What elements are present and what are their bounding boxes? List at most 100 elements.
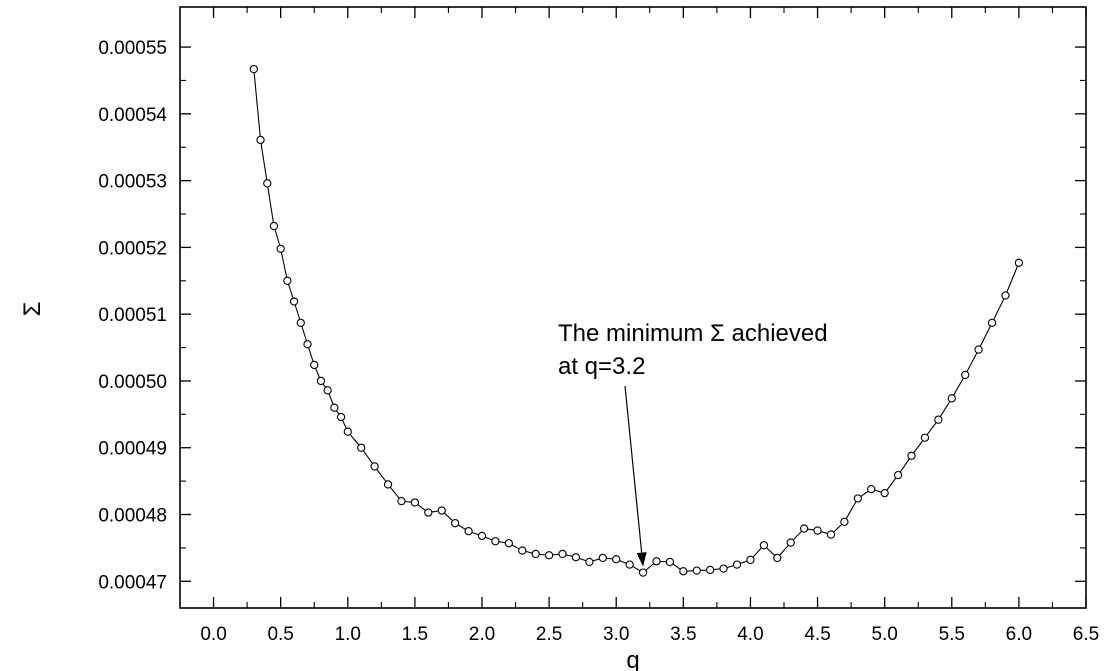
data-point [343,427,352,436]
y-tick-label: 0.00051 [98,305,167,326]
data-point [504,539,513,548]
data-point [907,451,916,460]
data-point [867,484,876,494]
data-point [544,551,554,560]
data-point [692,566,701,575]
data-point [732,560,742,569]
plot-frame [179,6,1087,609]
data-point [759,541,769,550]
data-point [598,553,607,563]
data-point [853,494,862,503]
data-point [531,549,540,559]
data-point [357,443,366,452]
x-tick-label: 0.0 [200,624,226,645]
data-point [679,567,688,576]
annotation: The minimum Σ achieved at q=3.2 [558,320,828,567]
y-axis-title: Σ [19,302,46,317]
data-point [840,517,849,527]
data-point [893,470,903,480]
data-point [974,345,983,354]
x-tick-label: 4.0 [737,624,763,645]
data-point [256,135,265,145]
data-point [451,519,460,528]
data-point [289,297,299,306]
data-point [706,565,715,575]
data-point [330,403,339,412]
y-tick-label: 0.00055 [98,38,167,59]
data-point [336,412,346,422]
series-group [249,64,1024,577]
data-point [310,360,319,370]
data-point [746,555,755,565]
y-tick-label: 0.00047 [98,572,167,593]
data-point [799,524,809,533]
data-point [880,488,889,498]
x-tick-label: 6.0 [1006,624,1032,645]
data-point [370,462,379,471]
x-tick-label: 2.0 [469,624,495,645]
y-tick-label: 0.00053 [98,172,167,193]
annotation-arrow-line [624,385,643,553]
data-point [491,537,500,546]
annotation-arrow-head [636,552,647,567]
data-point [316,376,326,386]
data-point [813,526,822,535]
data-point [424,508,433,517]
x-tick-label: 4.5 [804,624,830,645]
annotation-line-2: at q=3.2 [558,353,645,380]
data-point [410,498,420,507]
data-point [383,480,393,489]
data-point [612,555,621,564]
data-point [920,433,930,442]
data-point [276,244,285,253]
data-point [786,538,795,547]
data-point [323,386,332,395]
data-point [464,527,473,536]
y-axis-ticks: 0.00047 0.00048 0.00049 0.00050 0.00051 0.000… [98,38,1086,593]
y-tick-label: 0.00048 [98,506,167,527]
data-point [638,568,648,577]
data-point [397,497,406,506]
x-tick-label: 1.0 [335,624,361,645]
data-point [826,530,836,539]
y-tick-label: 0.00054 [98,105,167,126]
y-tick-label: 0.00052 [98,238,167,259]
data-point [477,531,487,541]
data-point [652,557,661,566]
data-point [303,340,312,349]
data-point [1001,291,1010,300]
data-point [269,221,279,231]
data-point [773,553,782,563]
y-tick-label: 0.00049 [98,439,167,460]
data-point [987,318,997,328]
data-point [625,560,634,569]
data-point [437,506,446,515]
x-tick-label: 3.5 [670,624,696,645]
data-point [558,549,567,559]
x-axis-ticks: 0.0 0.5 1.0 1.5 2.0 2.5 3.0 3.5 4.0 4.5 5.0 5.5 6.0 6… [200,7,1099,645]
data-point [571,553,581,562]
data-point [665,557,675,567]
data-point [249,64,258,74]
y-tick-label: 0.00050 [98,372,167,393]
data-point [947,394,956,403]
data-point [1014,258,1024,267]
data-point [263,179,272,188]
data-point [283,276,292,285]
data-point [585,557,594,567]
x-tick-label: 5.5 [939,624,965,645]
x-tick-label: 6.5 [1073,624,1099,645]
data-point [518,546,527,555]
data-point [296,318,305,328]
data-point [719,564,728,573]
x-axis-title: q [626,647,639,671]
annotation-line-1: The minimum Σ achieved [558,320,828,347]
x-tick-label: 3.0 [603,624,629,645]
x-tick-label: 1.5 [402,624,428,645]
x-tick-label: 0.5 [267,624,293,645]
x-tick-label: 2.5 [536,624,562,645]
data-point [934,415,943,424]
x-tick-label: 5.0 [871,624,897,645]
data-point [961,370,970,380]
